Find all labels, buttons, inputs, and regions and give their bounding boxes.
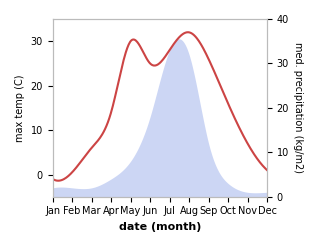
X-axis label: date (month): date (month) (119, 222, 201, 232)
Y-axis label: med. precipitation (kg/m2): med. precipitation (kg/m2) (293, 42, 303, 173)
Y-axis label: max temp (C): max temp (C) (15, 74, 25, 142)
